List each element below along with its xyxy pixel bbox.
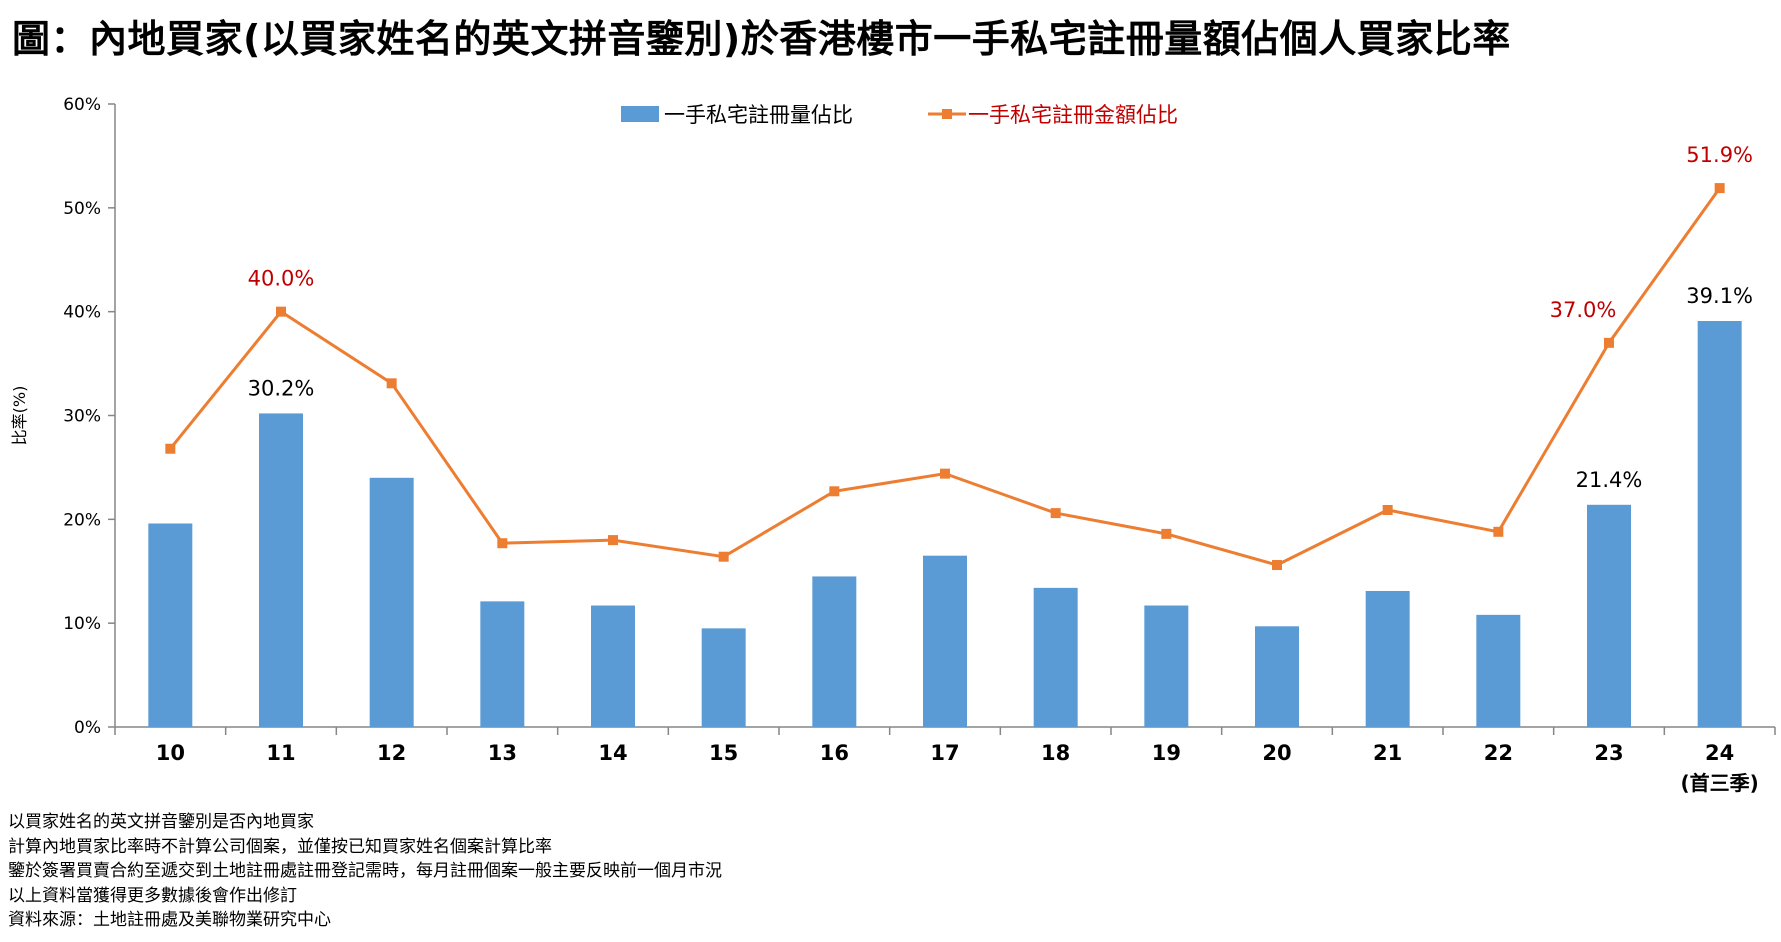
- line-marker: [1161, 528, 1172, 539]
- line-data-label: 51.9%: [1686, 143, 1753, 167]
- chart-svg: 0% 10% 20% 30% 40% 50% 60% 比率(%) 10 11 12 13 14 15 16 1…: [10, 95, 1776, 795]
- x-tick-label: 10: [156, 741, 185, 765]
- bar: [591, 605, 635, 727]
- y-tick-label: 10%: [63, 614, 101, 634]
- line-marker: [940, 468, 950, 479]
- footnotes: 以買家姓名的英文拼音鑒別是否內地買家 計算內地買家比率時不計算公司個案，並僅按已…: [8, 810, 722, 933]
- bar-data-label: 30.2%: [248, 376, 315, 400]
- x-tick-label: 23: [1594, 741, 1623, 765]
- x-tick-label: 11: [266, 741, 295, 765]
- line-marker: [718, 551, 729, 562]
- line-marker: [276, 306, 286, 317]
- x-tick-label: 19: [1152, 741, 1181, 765]
- line-marker: [1382, 504, 1393, 515]
- line-data-label: 40.0%: [248, 267, 315, 291]
- bar-data-label: 39.1%: [1686, 284, 1753, 308]
- line-marker: [386, 378, 397, 389]
- line-marker: [1493, 526, 1504, 537]
- bar-series: [148, 321, 1742, 727]
- x-tick-label: 18: [1041, 741, 1070, 765]
- y-tick-label: 30%: [63, 407, 101, 427]
- x-tick-label: 17: [930, 741, 959, 765]
- bar: [1033, 587, 1078, 727]
- line-series: [165, 183, 1725, 571]
- x-tick-label: 24: [1705, 741, 1734, 765]
- x-tick-label: 15: [709, 741, 738, 765]
- y-tick-label: 0%: [74, 718, 101, 738]
- legend-bar-swatch: [621, 106, 659, 122]
- x-tick-label: 21: [1373, 741, 1402, 765]
- bar: [1255, 626, 1299, 727]
- bar: [923, 555, 967, 727]
- line-marker: [608, 535, 618, 546]
- bar-data-label: 21.4%: [1576, 468, 1643, 492]
- x-tick-sublabel: (首三季): [1681, 771, 1759, 795]
- x-tick-label: 12: [377, 741, 406, 765]
- bar: [369, 477, 414, 727]
- legend-bar-label: 一手私宅註冊量佔比: [664, 103, 853, 127]
- bar: [701, 628, 746, 727]
- chart-title: 圖：內地買家(以買家姓名的英文拼音鑒別)於香港樓市一手私宅註冊量額佔個人買家比率: [12, 17, 1511, 61]
- bar: [1587, 504, 1631, 727]
- x-tick-label: 22: [1484, 741, 1513, 765]
- footnote: 以上資料當獲得更多數據後會作出修訂: [8, 885, 297, 906]
- legend-line-marker: [942, 109, 952, 119]
- line-marker: [829, 486, 840, 497]
- line-marker: [1714, 183, 1725, 194]
- footnote: 以買家姓名的英文拼音鑒別是否內地買家: [8, 812, 314, 832]
- footnote-source: 資料來源：土地註冊處及美聯物業研究中心: [8, 910, 331, 930]
- x-tick-label: 20: [1262, 741, 1291, 765]
- line-data-label: 37.0%: [1550, 298, 1617, 322]
- bar: [148, 523, 193, 727]
- bar: [1144, 605, 1189, 727]
- line-marker: [165, 443, 176, 454]
- line-marker: [1604, 337, 1614, 348]
- bar: [1365, 590, 1410, 727]
- x-tick-label: 13: [488, 741, 517, 765]
- x-tick-label: 14: [598, 741, 627, 765]
- y-tick-label: 50%: [63, 199, 101, 219]
- bar: [259, 413, 303, 727]
- line-marker: [1272, 560, 1282, 571]
- y-tick-label: 60%: [63, 95, 101, 115]
- bar: [812, 576, 857, 727]
- legend: 一手私宅註冊量佔比 一手私宅註冊金額佔比: [621, 103, 1178, 127]
- line-marker: [1050, 508, 1061, 519]
- y-tick-label: 40%: [63, 303, 101, 323]
- line-marker: [497, 538, 508, 549]
- y-axis-title: 比率(%): [10, 386, 29, 446]
- y-tick-label: 20%: [63, 510, 101, 530]
- footnote: 鑒於簽署買賣合約至遞交到土地註冊處註冊登記需時，每月註冊個案一般主要反映前一個月…: [8, 861, 722, 881]
- footnote: 計算內地買家比率時不計算公司個案，並僅按已知買家姓名個案計算比率: [8, 836, 552, 857]
- bar: [480, 601, 525, 727]
- x-tick-label: 16: [820, 741, 849, 765]
- bar: [1476, 614, 1521, 727]
- data-labels: 30.2% 21.4% 39.1% 40.0% 37.0% 51.9%: [248, 143, 1753, 492]
- bar: [1697, 321, 1742, 727]
- legend-line-label: 一手私宅註冊金額佔比: [968, 103, 1178, 127]
